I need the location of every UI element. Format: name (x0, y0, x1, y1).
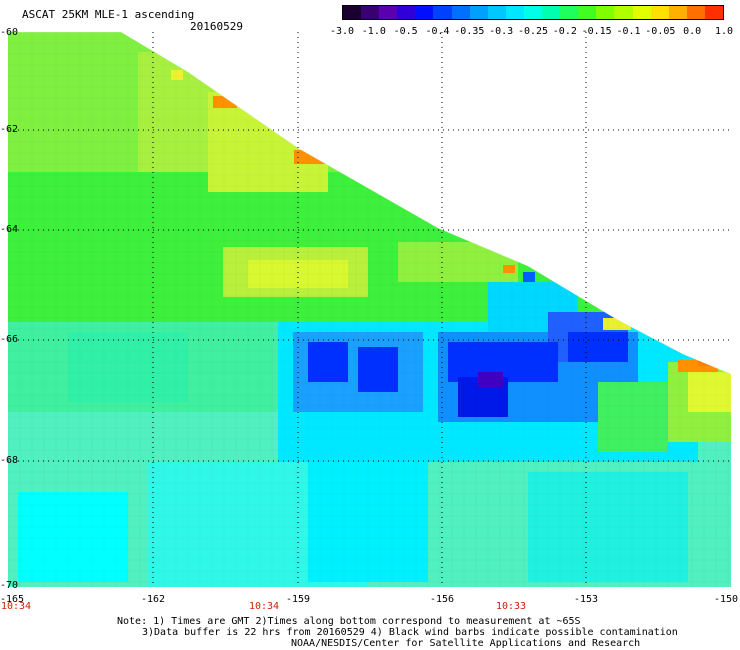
y-label-66: -66 (0, 334, 19, 345)
colorbar-tick-label: 0.0 (683, 26, 702, 37)
colorbar-swatch (469, 6, 488, 19)
colorbar-tick-label: -0.2 (552, 26, 577, 37)
swath-map (8, 32, 731, 587)
colorbar-swatch (632, 6, 651, 19)
colorbar-tick-label: -0.15 (581, 26, 612, 37)
y-label-62: -62 (0, 124, 19, 135)
colorbar-labels: -3.0 -1.0 -0.5 -0.4 -0.35 -0.3 -0.25 -0.2 -0.15-… (329, 26, 734, 38)
colorbar-swatch (614, 6, 633, 19)
time-label-1: 10:34 (0, 601, 32, 612)
swath-data (8, 32, 731, 587)
colorbar-swatch (415, 6, 434, 19)
colorbar-swatch (379, 6, 398, 19)
colorbar-tick-label: -3.0 (329, 26, 355, 37)
note-line-1: Note: 1) Times are GMT 2)Times along bot… (117, 616, 581, 627)
colorbar-swatch (397, 6, 416, 19)
x-label-165: -165 (0, 594, 25, 605)
colorbar-swatch (704, 6, 723, 19)
colorbar-swatch (361, 6, 380, 19)
colorbar-tick-label: -0.1 (616, 26, 641, 37)
colorbar-swatch (596, 6, 615, 19)
colorbar-swatch (523, 6, 543, 19)
colorbar-tick-label: -0.3 (489, 26, 514, 37)
colorbar-tick-label: 1.0 (714, 26, 734, 37)
colorbar-swatch (542, 6, 561, 19)
y-label-70: -70 (0, 580, 19, 591)
colorbar (342, 5, 724, 20)
map-title: ASCAT 25KM MLE-1 ascending (22, 8, 195, 21)
x-label-159: -159 (285, 594, 311, 605)
x-label-153: -153 (573, 594, 599, 605)
note-line-2: 3)Data buffer is 22 hrs from 20160529 4)… (142, 627, 678, 638)
y-label-60: -60 (0, 27, 19, 38)
colorbar-swatch (560, 6, 579, 19)
colorbar-swatch (668, 6, 687, 19)
x-label-156: -156 (429, 594, 455, 605)
colorbar-swatch (343, 6, 362, 19)
note-line-3: NOAA/NESDIS/Center for Satellite Applica… (291, 638, 641, 649)
colorbar-swatch (487, 6, 506, 19)
map-date: 20160529 (190, 20, 243, 33)
colorbar-tick-label: -0.25 (517, 26, 549, 37)
x-label-162: -162 (140, 594, 166, 605)
y-label-64: -64 (0, 224, 19, 235)
colorbar-tick-label: -0.35 (454, 26, 485, 37)
colorbar-swatch (578, 6, 597, 19)
time-label-2: 10:34 (248, 601, 280, 612)
colorbar-swatch (686, 6, 705, 19)
colorbar-swatch (451, 6, 470, 19)
colorbar-tick-label: -1.0 (361, 26, 386, 37)
x-label-150: -150 (713, 594, 739, 605)
colorbar-swatch (650, 6, 669, 19)
colorbar-tick-label: -0.05 (645, 26, 676, 37)
grid-lines (8, 32, 731, 587)
time-label-3: 10:33 (495, 601, 527, 612)
colorbar-swatch (433, 6, 452, 19)
colorbar-tick-label: -0.4 (425, 26, 450, 37)
y-label-68: -68 (0, 455, 19, 466)
colorbar-swatch (505, 6, 524, 19)
colorbar-tick-label: -0.5 (393, 26, 418, 37)
